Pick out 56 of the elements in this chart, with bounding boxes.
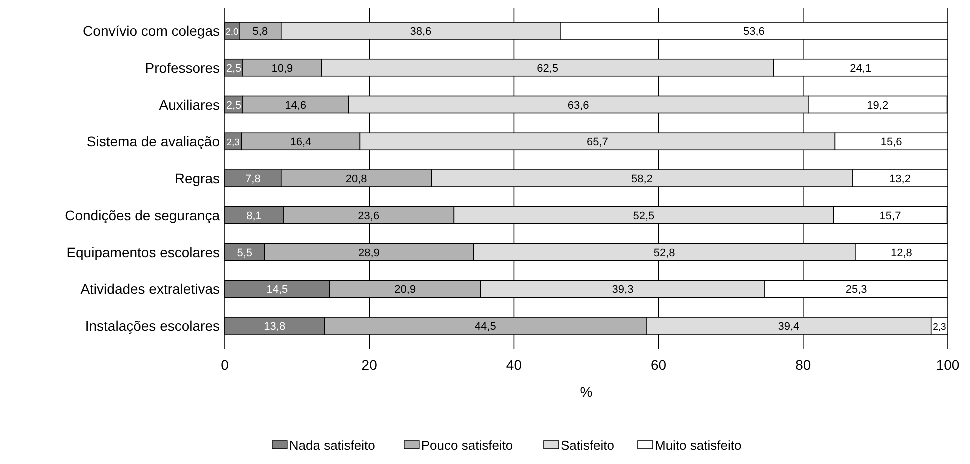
data-label: 20,9 (394, 284, 416, 296)
data-label: 23,6 (358, 210, 380, 222)
x-tick-label: 20 (362, 357, 378, 373)
data-label: 2,5 (226, 100, 242, 112)
data-label: 52,5 (633, 210, 655, 222)
legend-label: Satisfeito (561, 438, 614, 453)
data-label: 19,2 (867, 100, 889, 112)
data-label: 20,8 (346, 174, 368, 186)
data-label: 5,8 (252, 26, 268, 38)
data-label: 25,3 (846, 284, 868, 296)
data-label: 2,5 (226, 62, 242, 75)
data-label: 7,8 (246, 174, 261, 186)
legend-label: Muito satisfeito (655, 438, 742, 453)
x-axis-title: % (580, 384, 593, 400)
x-tick-label: 0 (221, 357, 230, 373)
data-label: 44,5 (474, 321, 496, 333)
data-label: 62,5 (537, 62, 559, 75)
data-label: 52,8 (654, 247, 676, 260)
data-label: 28,9 (358, 247, 380, 260)
data-label: 5,5 (237, 247, 253, 260)
y-tick-label: Condições de segurança (65, 207, 220, 224)
data-label: 38,6 (410, 26, 432, 38)
x-tick-label: 100 (936, 357, 960, 373)
legend-label: Nada satisfeito (289, 438, 376, 453)
y-tick-label: Regras (174, 170, 220, 186)
legend-label: Pouco satisfeito (421, 438, 514, 453)
x-tick-label: 40 (506, 357, 522, 373)
data-label: 2,3 (933, 322, 946, 333)
data-label: 15,6 (880, 136, 902, 149)
data-label: 14,5 (266, 284, 288, 296)
data-label: 39,3 (612, 284, 634, 296)
data-label: 53,6 (744, 26, 765, 38)
data-label: 8,1 (246, 210, 262, 222)
y-tick-label: Professores (145, 60, 220, 76)
y-tick-label: Instalações escolares (85, 318, 220, 334)
data-label: 12,8 (891, 247, 912, 260)
data-label: 2,0 (226, 27, 239, 38)
y-tick-label: Convívio com colegas (83, 23, 220, 39)
data-label: 24,1 (850, 62, 872, 75)
x-tick-label: 60 (651, 357, 667, 373)
data-label: 63,6 (568, 100, 590, 112)
data-label: 65,7 (586, 136, 608, 149)
data-label: 13,8 (264, 321, 286, 333)
data-label: 10,9 (272, 62, 294, 75)
y-tick-label: Auxiliares (159, 96, 220, 113)
data-label: 2,3 (226, 138, 240, 149)
data-label: 16,4 (290, 136, 312, 149)
data-label: 13,2 (890, 174, 911, 186)
data-label: 58,2 (631, 174, 653, 186)
x-tick-label: 80 (796, 357, 812, 373)
y-tick-label: Equipamentos escolares (66, 244, 220, 260)
data-label: 15,7 (880, 210, 902, 222)
data-label: 14,6 (285, 100, 307, 112)
y-tick-label: Sistema de avaliação (86, 134, 220, 150)
data-label: 39,4 (778, 321, 800, 333)
y-tick-label: Atividades extraletivas (80, 281, 220, 298)
